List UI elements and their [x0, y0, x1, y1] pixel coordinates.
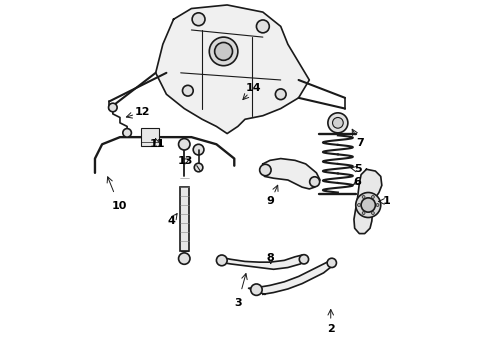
Text: 13: 13: [177, 156, 193, 166]
FancyBboxPatch shape: [142, 128, 159, 146]
Polygon shape: [156, 5, 309, 134]
Circle shape: [251, 284, 262, 296]
Circle shape: [182, 85, 193, 96]
Text: 5: 5: [354, 164, 361, 174]
Text: 9: 9: [267, 197, 275, 206]
Circle shape: [209, 37, 238, 66]
Circle shape: [256, 20, 270, 33]
Circle shape: [299, 255, 309, 264]
Text: 7: 7: [356, 138, 364, 148]
Circle shape: [109, 103, 117, 112]
Circle shape: [275, 89, 286, 100]
Circle shape: [371, 212, 374, 215]
Polygon shape: [220, 255, 306, 269]
Circle shape: [327, 258, 337, 267]
Text: 6: 6: [354, 177, 362, 187]
Circle shape: [260, 164, 271, 176]
Circle shape: [215, 42, 232, 60]
Circle shape: [217, 255, 227, 266]
Circle shape: [192, 13, 205, 26]
Circle shape: [310, 177, 319, 187]
Circle shape: [123, 129, 131, 137]
Circle shape: [356, 193, 381, 217]
Circle shape: [362, 212, 365, 215]
FancyBboxPatch shape: [180, 186, 189, 251]
Text: 1: 1: [382, 197, 390, 206]
Circle shape: [333, 117, 343, 128]
Circle shape: [193, 144, 204, 155]
Circle shape: [362, 195, 365, 198]
Text: 2: 2: [327, 324, 335, 334]
Text: 14: 14: [246, 83, 262, 93]
Circle shape: [178, 139, 190, 150]
Circle shape: [371, 195, 374, 198]
Text: 11: 11: [150, 139, 165, 149]
Circle shape: [376, 203, 379, 206]
Text: 10: 10: [112, 201, 127, 211]
Circle shape: [328, 113, 348, 133]
Text: 3: 3: [234, 298, 242, 308]
Text: 8: 8: [267, 252, 274, 262]
Circle shape: [358, 203, 360, 206]
Circle shape: [178, 253, 190, 264]
Polygon shape: [354, 169, 382, 234]
Polygon shape: [248, 260, 333, 294]
Polygon shape: [261, 158, 320, 189]
Circle shape: [194, 163, 203, 172]
Circle shape: [361, 198, 375, 212]
Text: 4: 4: [168, 216, 176, 226]
Text: 12: 12: [134, 107, 150, 117]
